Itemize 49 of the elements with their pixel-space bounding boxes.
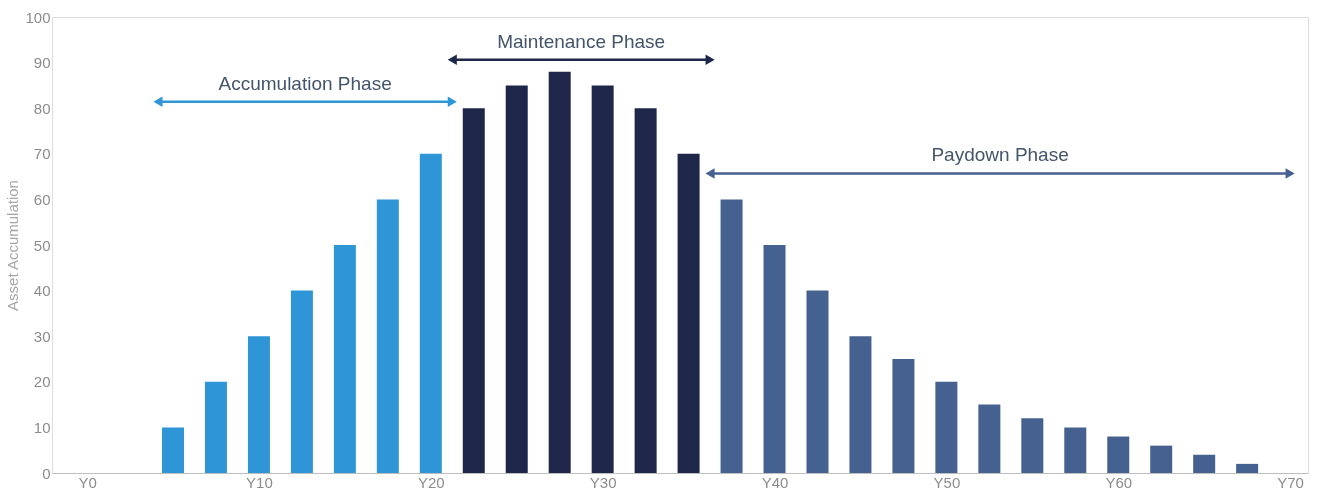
annotation: Paydown Phase xyxy=(931,144,1069,166)
x-tick-label: Y60 xyxy=(1105,473,1133,491)
y-tick-label: 30 xyxy=(33,327,51,345)
x-tick-label: Y20 xyxy=(417,473,445,491)
bar xyxy=(1021,418,1044,473)
bar xyxy=(290,290,313,473)
y-tick-label: 60 xyxy=(33,190,51,208)
bar xyxy=(806,290,829,473)
y-tick-label: 90 xyxy=(33,54,51,72)
bar xyxy=(333,245,356,473)
bar xyxy=(1236,463,1259,473)
bar xyxy=(247,336,270,473)
y-tick-label: 10 xyxy=(33,418,51,436)
bar xyxy=(720,199,743,473)
y-axis-title: Asset Accumulation xyxy=(4,180,22,311)
x-tick-label: Y30 xyxy=(589,473,617,491)
bar xyxy=(849,336,872,473)
y-tick-label: 40 xyxy=(33,282,51,300)
y-tick-label: 80 xyxy=(33,99,51,117)
bar xyxy=(763,245,786,473)
bar xyxy=(505,85,528,473)
bar xyxy=(591,85,614,473)
bar xyxy=(677,153,700,473)
x-tick-label: Y70 xyxy=(1277,473,1304,491)
bar xyxy=(634,108,657,473)
bar xyxy=(204,381,227,473)
bar xyxy=(892,359,915,473)
bar xyxy=(978,404,1001,473)
bar xyxy=(1107,436,1130,473)
bar xyxy=(162,427,185,473)
bar xyxy=(376,199,399,473)
x-tick-label: Y0 xyxy=(78,473,97,491)
y-tick-label: 100 xyxy=(25,8,51,26)
y-tick-label: 50 xyxy=(33,236,51,254)
x-tick-label: Y50 xyxy=(933,473,961,491)
y-tick-label: 20 xyxy=(33,373,51,391)
bar xyxy=(935,381,958,473)
bar xyxy=(419,153,442,473)
bar xyxy=(462,108,485,473)
bar xyxy=(1150,445,1173,473)
bar xyxy=(548,71,571,473)
bar xyxy=(1193,454,1216,473)
y-tick-label: 0 xyxy=(42,464,51,482)
annotation: Maintenance Phase xyxy=(497,30,666,52)
y-tick-label: 70 xyxy=(33,145,51,163)
annotation: Accumulation Phase xyxy=(218,72,392,94)
bar xyxy=(1064,427,1087,473)
x-tick-label: Y10 xyxy=(246,473,273,491)
x-tick-label: Y40 xyxy=(761,473,789,491)
